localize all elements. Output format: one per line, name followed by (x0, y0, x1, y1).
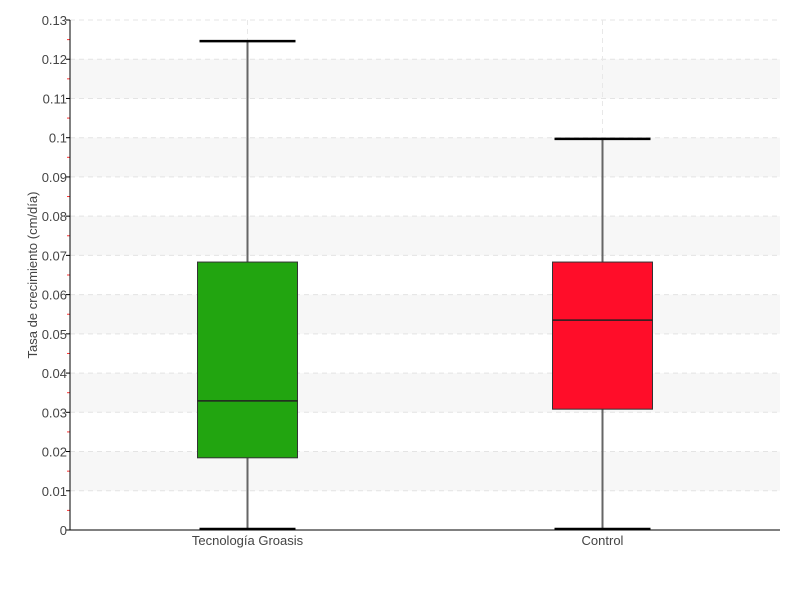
y-tick-label: 0.02 (42, 445, 67, 460)
y-tick-label: 0.11 (43, 91, 67, 106)
y-tick-label: 0.06 (42, 288, 67, 303)
y-tick-label: 0.13 (42, 13, 67, 28)
y-tick-label: 0.12 (42, 52, 67, 67)
x-tick-label: Tecnología Groasis (192, 533, 304, 548)
grid-band (70, 137, 780, 177)
x-tick-label: Control (582, 533, 624, 548)
grid-band (70, 294, 780, 334)
y-tick-label: 0.01 (42, 484, 67, 499)
grid-band (70, 59, 780, 99)
grid-band (70, 451, 780, 491)
y-tick-label: 0.07 (42, 248, 67, 263)
y-tick-label: 0.08 (42, 209, 67, 224)
y-tick-label: 0.05 (42, 327, 67, 342)
grid-band (70, 373, 780, 413)
y-axis-label: Tasa de crecimiento (cm/día) (25, 192, 40, 359)
y-tick-label: 0.1 (49, 131, 67, 146)
box (552, 261, 653, 410)
y-tick-label: 0 (60, 523, 67, 538)
y-tick-label: 0.09 (42, 170, 67, 185)
y-tick-label: 0.03 (42, 405, 67, 420)
box (197, 261, 298, 459)
y-tick-label: 0.04 (42, 366, 67, 381)
grid-band (70, 216, 780, 256)
